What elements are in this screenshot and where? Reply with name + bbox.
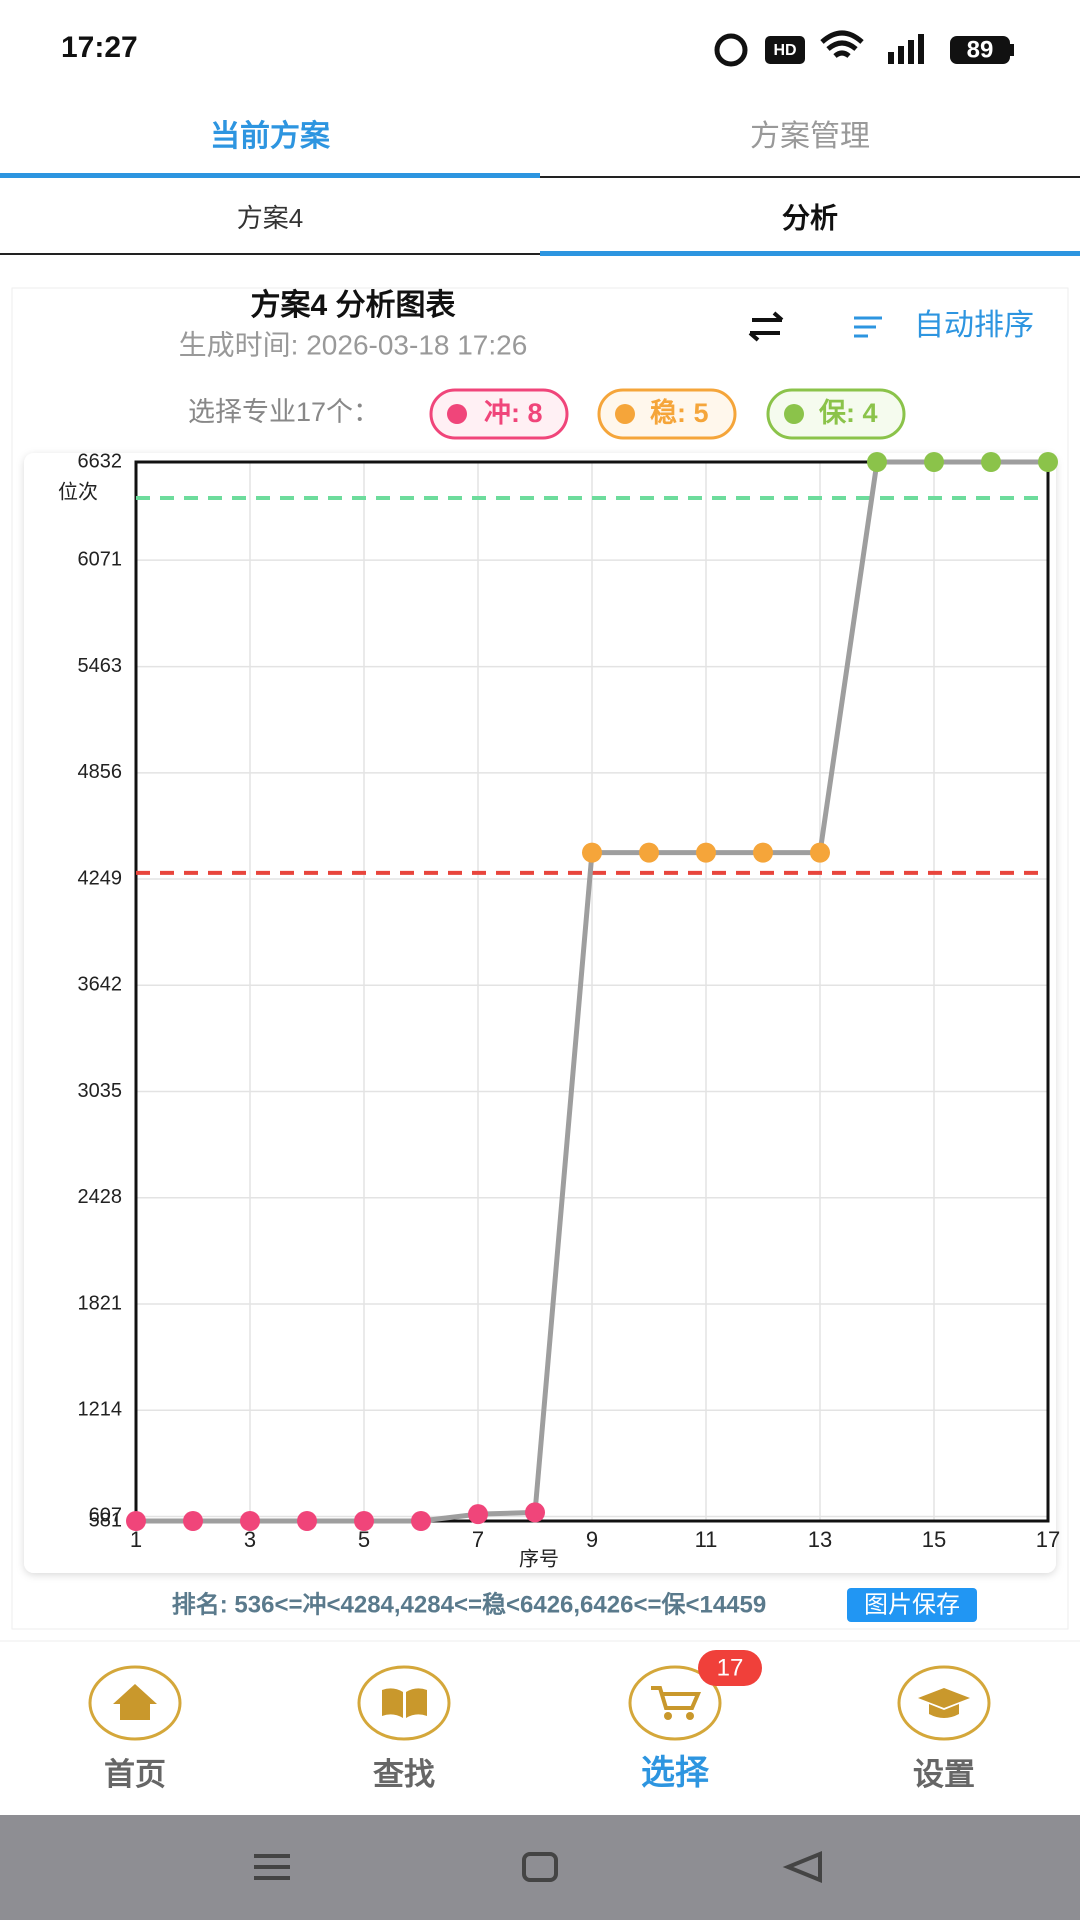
save-button[interactable]: 图片保存 bbox=[864, 1591, 960, 1618]
nav-glyphs bbox=[113, 1684, 970, 1720]
point bbox=[696, 842, 716, 863]
point bbox=[468, 1504, 488, 1525]
system-nav bbox=[0, 1815, 1080, 1920]
point bbox=[297, 1511, 317, 1531]
x-tick-label: 11 bbox=[695, 1527, 718, 1552]
y-tick-label: 1214 bbox=[78, 1398, 123, 1420]
x-tick-label: 3 bbox=[244, 1527, 256, 1552]
y-tick-label: 3642 bbox=[78, 974, 123, 996]
y-tick-label: 607 bbox=[89, 1505, 122, 1527]
bottom-nav bbox=[0, 1641, 1080, 1815]
y-tick-label: 1821 bbox=[78, 1292, 123, 1314]
selected-count: 选择专业17个： bbox=[188, 397, 380, 427]
x-axis-label: 序号 bbox=[519, 1547, 559, 1570]
sub-tab[interactable]: 方案4 bbox=[237, 203, 303, 233]
point bbox=[924, 452, 944, 472]
nav-item[interactable]: 设置 bbox=[913, 1757, 975, 1792]
point bbox=[525, 1502, 545, 1523]
point bbox=[582, 842, 602, 863]
y-tick-label: 6632 bbox=[78, 450, 123, 472]
chip[interactable]: 冲: 8 bbox=[429, 388, 569, 440]
chip-label: 保: 4 bbox=[818, 398, 878, 428]
x-tick-label: 9 bbox=[586, 1527, 598, 1552]
nav-item[interactable]: 选择 bbox=[641, 1754, 710, 1792]
swap-icon[interactable] bbox=[748, 311, 784, 342]
tab-divider bbox=[540, 176, 1080, 178]
y-axis-label: 位次 bbox=[58, 480, 98, 503]
x-tick-label: 5 bbox=[358, 1527, 370, 1552]
panel-title: 方案4 分析图表 bbox=[250, 288, 455, 322]
chip[interactable]: 稳: 5 bbox=[597, 388, 737, 440]
point bbox=[639, 842, 659, 863]
sub-tab-divider bbox=[0, 253, 540, 255]
badge-bg bbox=[698, 1650, 762, 1686]
x-tick-label: 7 bbox=[472, 1527, 484, 1552]
tab-indicator bbox=[0, 173, 540, 178]
x-tick-label: 15 bbox=[922, 1527, 946, 1552]
tab[interactable]: 方案管理 bbox=[750, 120, 870, 153]
sort-button[interactable]: 自动排序 bbox=[914, 309, 1034, 342]
badge: 17 bbox=[717, 1654, 744, 1681]
point bbox=[240, 1511, 260, 1531]
y-tick-label: 4856 bbox=[78, 761, 123, 783]
generated-time: 生成时间: 2026-03-18 17:26 bbox=[179, 329, 528, 360]
point bbox=[981, 452, 1001, 472]
x-tick-label: 17 bbox=[1036, 1527, 1060, 1552]
chip-label: 稳: 5 bbox=[650, 397, 709, 428]
x-tick-label: 1 bbox=[130, 1527, 142, 1552]
point bbox=[867, 452, 887, 472]
battery-level: 89 bbox=[967, 36, 994, 63]
point bbox=[183, 1511, 203, 1531]
point bbox=[411, 1511, 431, 1531]
nav-icons[interactable] bbox=[88, 1665, 991, 1741]
plot-border bbox=[134, 460, 1050, 1523]
save-button-bg[interactable] bbox=[847, 1588, 977, 1622]
y-tick-label: 4249 bbox=[78, 867, 123, 889]
y-tick-label: 3035 bbox=[78, 1080, 123, 1102]
x-tick-label: 13 bbox=[808, 1527, 832, 1552]
chart-card bbox=[24, 453, 1056, 1573]
point bbox=[354, 1511, 374, 1531]
nav-item[interactable]: 首页 bbox=[104, 1757, 166, 1792]
sub-tab-indicator bbox=[540, 251, 1080, 256]
point bbox=[126, 1511, 146, 1531]
sort-icon[interactable] bbox=[854, 316, 882, 338]
point bbox=[753, 842, 773, 863]
y-tick-label: 5463 bbox=[78, 655, 123, 677]
chip-label: 冲: 8 bbox=[484, 398, 543, 428]
ranking-text: 排名: 536<=冲<4284,4284<=稳<6426,6426<=保<144… bbox=[172, 1590, 766, 1618]
tab[interactable]: 当前方案 bbox=[210, 119, 331, 153]
y-tick-label: 6071 bbox=[78, 548, 123, 570]
nav-item[interactable]: 查找 bbox=[373, 1757, 435, 1792]
system-nav-buttons[interactable] bbox=[254, 1851, 822, 1883]
point bbox=[810, 842, 830, 863]
chip[interactable]: 保: 4 bbox=[766, 388, 906, 440]
time: 17:27 bbox=[61, 31, 138, 64]
svg-text:HD: HD bbox=[773, 42, 796, 59]
y-tick-label: 581 bbox=[89, 1509, 122, 1531]
point bbox=[1038, 452, 1058, 472]
status-icons: HD bbox=[714, 30, 1014, 67]
y-tick-label: 2428 bbox=[78, 1186, 123, 1208]
sub-tab[interactable]: 分析 bbox=[782, 202, 838, 233]
